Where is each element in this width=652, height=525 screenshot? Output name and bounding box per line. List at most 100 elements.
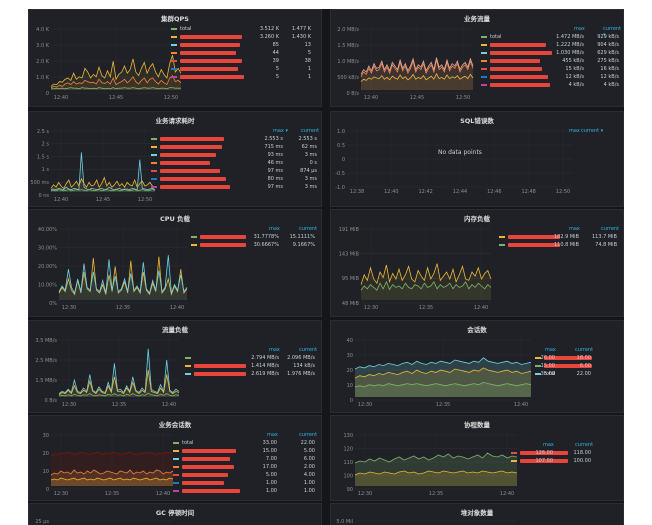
panel-graph[interactable]: 25 µs bbox=[35, 518, 173, 525]
legend-header-max[interactable]: max bbox=[267, 432, 278, 438]
panel-title[interactable]: GC 停顿时间 bbox=[155, 509, 195, 517]
legend-row[interactable]: 7.00 6.00 bbox=[173, 456, 321, 463]
panel-p1[interactable]: 集群QPS 4.0 K 3.0 K 2.0 K 1.0 K 0 12:40 12:45 12:5… bbox=[28, 9, 322, 107]
legend-value-current: 74.8 MiB bbox=[595, 242, 617, 248]
panel-p3[interactable]: 业务请求耗时 2.5 s 2 s 1.5 s 1 s 500 ms 0 ns 12:40 12:… bbox=[28, 111, 322, 207]
legend-row[interactable]: 455 kB/s 275 kB/s bbox=[481, 58, 623, 65]
panel-title[interactable]: 业务流量 bbox=[464, 15, 490, 23]
legend-row[interactable]: 2.619 MB/s 1.976 MB/s bbox=[185, 371, 321, 378]
legend-value-max: 455 kB/s bbox=[562, 58, 584, 64]
legend-row[interactable]: 1.222 MB/s 904 kB/s bbox=[481, 42, 623, 49]
legend-row[interactable]: 4 kB/s 4 kB/s bbox=[481, 82, 623, 89]
panel-p6[interactable]: 内存负载 191 MiB 143 MiB 95 MiB 48 MiB 12:30 12:35… bbox=[330, 209, 624, 317]
panel-p4[interactable]: SQL错误数 1.0 0.5 0 -0.5 -1.0 12:38 12:40 12:42 12:4… bbox=[330, 111, 624, 207]
legend-row[interactable]: 93 ms 3 ms bbox=[151, 152, 321, 159]
panel-graph[interactable]: 4.0 K 3.0 K 2.0 K 1.0 K 0 12:40 12:45 12:50 bbox=[36, 26, 182, 101]
legend-row[interactable]: 17.00 2.00 bbox=[173, 464, 321, 471]
legend-header-current[interactable]: current bbox=[575, 347, 594, 353]
legend-header-current[interactable]: current ▾ bbox=[581, 128, 604, 134]
panel-title[interactable]: CPU 负载 bbox=[159, 215, 191, 223]
legend-header-max[interactable]: max bbox=[543, 442, 554, 448]
panel-p2[interactable]: 业务流量 2.0 MB/s 1.5 MB/s 1.0 MB/s 500 kB/s 0 B/… bbox=[330, 9, 624, 107]
panel-title[interactable]: 流量负载 bbox=[162, 326, 188, 334]
legend-row[interactable]: 15 kB/s 16 kB/s bbox=[481, 66, 623, 73]
legend-row[interactable]: total 1.472 MB/s 929 kB/s bbox=[481, 34, 623, 41]
legend-header-max[interactable]: max bbox=[269, 226, 280, 232]
legend-row[interactable]: 31.7778% 15.1111% bbox=[191, 234, 321, 241]
legend-value-current: 113.7 MiB bbox=[591, 234, 617, 240]
legend-row[interactable]: 3.260 K 1.430 K bbox=[171, 34, 321, 41]
legend-row[interactable]: 110.8 MiB 74.8 MiB bbox=[499, 242, 623, 249]
legend-row[interactable]: 1.00 1.00 bbox=[173, 480, 321, 487]
legend-row[interactable]: 15.00 6.00 bbox=[535, 363, 623, 370]
legend-swatch bbox=[499, 236, 505, 238]
panel-p9[interactable]: 业务会话数 30 20 10 0 12:30 12:35 12:40 max current tot… bbox=[28, 415, 322, 501]
legend-row[interactable]: 2.553 s 2.553 s bbox=[151, 136, 321, 143]
panel-graph[interactable]: 1.0 0.5 0 -0.5 -1.0 12:38 12:40 12:42 12:44 12:46… bbox=[335, 128, 573, 195]
panel-title[interactable]: 会话数 bbox=[467, 326, 487, 334]
legend-header-current[interactable]: current bbox=[601, 226, 620, 232]
panel-p10[interactable]: 协程数量 130 120 110 100 90 12:30 12:35 12:40 max curr… bbox=[330, 415, 624, 501]
legend-row[interactable]: 2.794 MB/s 2.096 MB/s bbox=[185, 355, 321, 362]
panel-graph[interactable]: 30 20 10 0 12:30 12:35 12:40 bbox=[43, 432, 174, 497]
legend-header-max[interactable]: max bbox=[569, 128, 580, 134]
panel-title[interactable]: 业务会话数 bbox=[158, 421, 192, 429]
legend-header-max[interactable]: max bbox=[569, 226, 580, 232]
legend-row[interactable]: 1.030 MB/s 629 kB/s bbox=[481, 50, 623, 57]
legend-row[interactable]: 715 ms 62 ms bbox=[151, 144, 321, 151]
panel-graph[interactable]: 40.00% 30.00% 20.00% 10.00% 0% 12:30 12:35 12:4… bbox=[38, 226, 188, 311]
legend-row[interactable]: total 35.00 22.00 bbox=[535, 371, 623, 378]
legend-row[interactable]: 85 13 bbox=[171, 42, 321, 49]
panel-graph[interactable]: 191 MiB 143 MiB 95 MiB 48 MiB 12:30 12:35 12:4… bbox=[339, 226, 492, 311]
legend-row[interactable]: 1.414 MB/s 134 kB/s bbox=[185, 363, 321, 370]
legend-row[interactable]: 44 5 bbox=[171, 50, 321, 57]
panel-p5[interactable]: CPU 负载 40.00% 30.00% 20.00% 10.00% 0% 12:30 12:… bbox=[28, 209, 322, 317]
panel-graph[interactable]: 5.0 Mil bbox=[336, 518, 517, 525]
panel-title[interactable]: 协程数量 bbox=[464, 421, 490, 429]
panel-p8[interactable]: 会话数 40 30 20 10 0 12:30 12:35 12:40 max current 26.… bbox=[330, 320, 624, 413]
legend-row[interactable]: 46 ms 0 s bbox=[151, 160, 321, 167]
panel-graph[interactable]: 2.0 MB/s 1.5 MB/s 1.0 MB/s 500 kB/s 0 B/s 12:… bbox=[337, 26, 474, 101]
legend-row[interactable]: 39 38 bbox=[171, 58, 321, 65]
panel-graph[interactable]: 3.5 MB/s 2.5 MB/s 1.5 MB/s 0 B/s 12:30 12:35 1… bbox=[35, 337, 180, 408]
legend-header-current[interactable]: current bbox=[299, 432, 318, 438]
panel-graph[interactable]: 40 30 20 10 0 12:30 12:35 12:40 bbox=[347, 337, 532, 408]
legend-row[interactable]: 80 ms 3 ms bbox=[151, 176, 321, 183]
legend-row[interactable]: 30.6667% 9.1667% bbox=[191, 242, 321, 249]
legend-header-max[interactable]: max bbox=[574, 26, 585, 32]
legend-header-current[interactable]: current bbox=[575, 442, 594, 448]
legend-row[interactable]: total 3.512 K 1.477 K bbox=[171, 26, 321, 33]
legend-header-max[interactable]: max bbox=[269, 347, 280, 353]
panel-title[interactable]: SQL错误数 bbox=[460, 117, 494, 125]
legend-row[interactable]: 126.00 118.00 bbox=[511, 450, 623, 457]
panel-p12[interactable]: 堆对象数量 5.0 Mil bbox=[330, 503, 624, 525]
legend-row[interactable]: 26.00 18.00 bbox=[535, 355, 623, 362]
panel-title[interactable]: 集群QPS bbox=[161, 15, 189, 23]
legend-row[interactable]: 15.00 5.00 bbox=[173, 448, 321, 455]
legend-row[interactable]: 97 ms 3 ms bbox=[151, 184, 321, 191]
legend-row[interactable]: 107.00 100.00 bbox=[511, 458, 623, 465]
legend-header-current[interactable]: current bbox=[299, 226, 318, 232]
legend-header-current[interactable]: current bbox=[301, 128, 320, 134]
legend-row[interactable]: total 33.00 22.00 bbox=[173, 440, 321, 447]
panel-p11[interactable]: GC 停顿时间 25 µs bbox=[28, 503, 322, 525]
panel-p7[interactable]: 流量负载 3.5 MB/s 2.5 MB/s 1.5 MB/s 0 B/s 12:30 12… bbox=[28, 320, 322, 413]
legend-row[interactable]: 1.00 1.00 bbox=[173, 488, 321, 495]
panel-graph[interactable]: 130 120 110 100 90 12:30 12:35 12:40 bbox=[343, 432, 518, 497]
legend-header-current[interactable]: current ▾ bbox=[603, 26, 622, 38]
panel-graph[interactable]: 2.5 s 2 s 1.5 s 1 s 500 ms 0 ns 12:40 12:45 12:5… bbox=[30, 128, 156, 203]
legend-row[interactable]: 97 ms 874 µs bbox=[151, 168, 321, 175]
legend-row[interactable]: 5.00 4.00 bbox=[173, 472, 321, 479]
series-area bbox=[361, 263, 491, 300]
panel-title[interactable]: 堆对象数量 bbox=[460, 509, 494, 517]
legend-row[interactable]: 182.9 MiB 113.7 MiB bbox=[499, 234, 623, 241]
y-tick-label: 0.5 bbox=[337, 143, 345, 149]
legend-header-current[interactable]: current bbox=[299, 347, 318, 353]
legend-header-max[interactable]: max bbox=[545, 347, 556, 353]
panel-title[interactable]: 业务请求耗时 bbox=[155, 117, 195, 125]
legend-row[interactable]: 12 kB/s 12 kB/s bbox=[481, 74, 623, 81]
legend-header-max[interactable]: max ▾ bbox=[273, 128, 288, 134]
panel-title[interactable]: 内存负载 bbox=[464, 215, 490, 223]
